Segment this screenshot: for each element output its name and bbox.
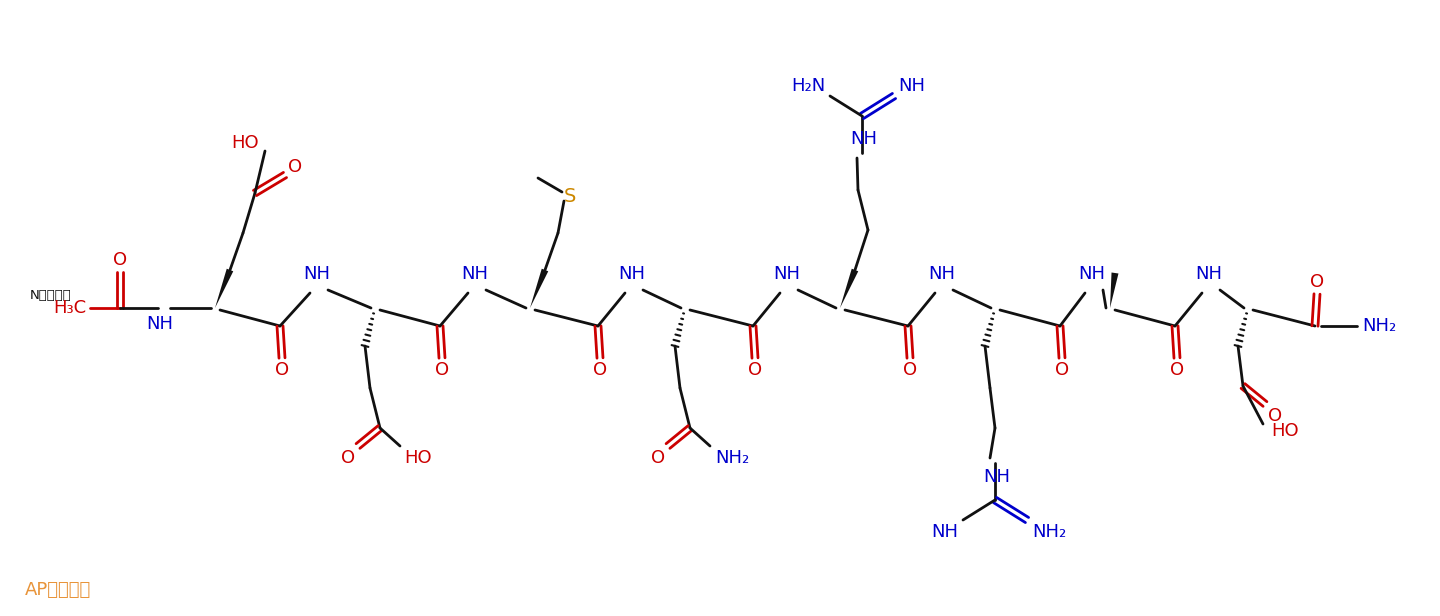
Text: NH: NH	[147, 315, 173, 333]
Text: NH: NH	[304, 265, 331, 283]
Text: O: O	[435, 361, 449, 379]
Text: NH: NH	[984, 468, 1011, 486]
Text: H₃C: H₃C	[53, 299, 86, 317]
Text: HO: HO	[1272, 422, 1299, 440]
Polygon shape	[530, 269, 549, 308]
Text: HO: HO	[405, 449, 432, 467]
Polygon shape	[840, 269, 858, 308]
Text: NH: NH	[773, 265, 801, 283]
Polygon shape	[215, 269, 233, 308]
Text: O: O	[1310, 273, 1323, 291]
Text: NH: NH	[929, 265, 956, 283]
Text: O: O	[112, 251, 127, 269]
Text: O: O	[651, 449, 665, 467]
Polygon shape	[1110, 272, 1119, 308]
Text: HO: HO	[232, 134, 259, 152]
Text: O: O	[1056, 361, 1068, 379]
Text: NH: NH	[899, 77, 926, 95]
Text: NH: NH	[619, 265, 645, 283]
Text: O: O	[1269, 407, 1282, 425]
Text: NH: NH	[1079, 265, 1106, 283]
Text: O: O	[1169, 361, 1184, 379]
Text: O: O	[341, 449, 356, 467]
Text: NH: NH	[851, 130, 877, 148]
Text: O: O	[593, 361, 608, 379]
Text: N端乙酰化: N端乙酰化	[30, 288, 72, 301]
Text: O: O	[275, 361, 289, 379]
Text: AP专肽生物: AP专肽生物	[24, 581, 91, 599]
Text: H₂N: H₂N	[791, 77, 825, 95]
Text: O: O	[903, 361, 917, 379]
Text: NH₂: NH₂	[1362, 317, 1397, 335]
Text: NH₂: NH₂	[1032, 523, 1066, 541]
Text: NH: NH	[932, 523, 959, 541]
Text: S: S	[564, 187, 576, 206]
Text: O: O	[747, 361, 762, 379]
Text: NH₂: NH₂	[714, 449, 749, 467]
Text: O: O	[288, 158, 302, 176]
Text: NH: NH	[461, 265, 488, 283]
Text: NH: NH	[1195, 265, 1223, 283]
